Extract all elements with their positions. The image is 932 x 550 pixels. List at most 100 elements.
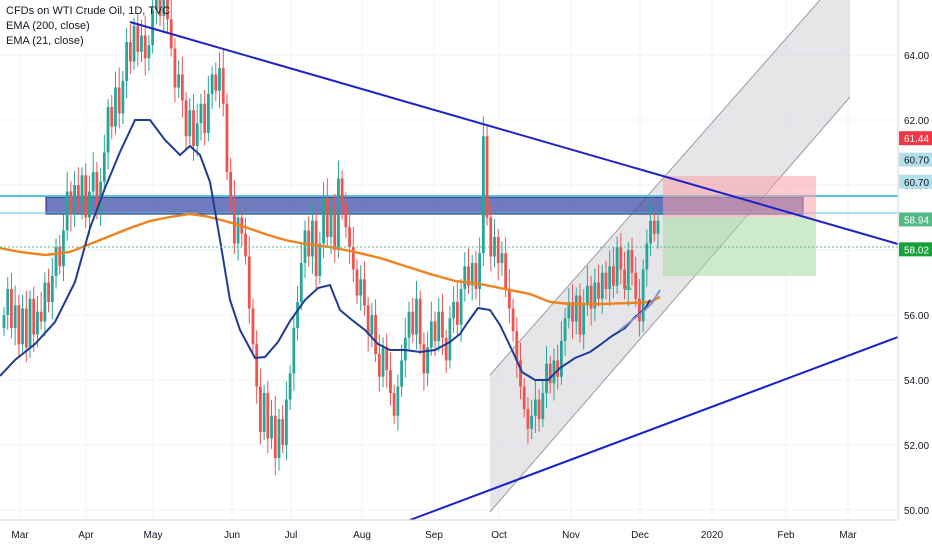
candle-body <box>392 393 396 416</box>
candle-body <box>188 110 192 137</box>
candle-body <box>125 42 129 81</box>
y-tick-label: 52.00 <box>904 441 929 452</box>
candle-body <box>396 386 400 416</box>
candle-body <box>623 269 626 289</box>
candle-body <box>455 302 459 325</box>
candle-body <box>318 243 322 276</box>
candle-body <box>121 81 125 114</box>
candle-body <box>559 341 563 377</box>
x-tick-label: Nov <box>562 530 580 541</box>
candle-body <box>437 311 441 341</box>
candle-body <box>537 399 541 419</box>
candle-body <box>563 318 567 341</box>
candle-body <box>143 35 147 59</box>
candle-body <box>452 302 456 319</box>
candle-body <box>177 74 181 88</box>
ema-21-line-recent <box>619 289 661 331</box>
descending-trendline <box>129 21 899 245</box>
candle-body <box>496 237 500 263</box>
candle-body <box>619 246 623 270</box>
candle-body <box>296 302 299 328</box>
candle-body <box>229 172 233 198</box>
x-axis[interactable]: Mar Apr May Jun Jul Aug Sep Oct Nov Dec 2020 Feb Mar <box>11 530 857 541</box>
candle-body <box>463 266 467 289</box>
candle-body <box>638 298 641 322</box>
legend-title[interactable]: CFDs on WTI Crude Oil, 1D, TVC <box>6 5 171 17</box>
candle-body <box>337 178 340 250</box>
x-tick-label: Jul <box>285 530 298 541</box>
candle-body <box>485 136 489 218</box>
candle-body <box>151 9 155 46</box>
candle-body <box>69 191 73 215</box>
legend-ema-21[interactable]: EMA (21, close) <box>6 35 84 47</box>
candle-body <box>467 266 470 286</box>
candle-body <box>73 185 77 215</box>
candle-body <box>158 0 162 16</box>
candle-body <box>270 415 273 439</box>
candle-body <box>244 233 247 257</box>
x-tick-label: Feb <box>777 530 795 541</box>
candle-body <box>54 246 58 276</box>
marker-triangle-icon <box>624 283 632 290</box>
x-tick-label: Mar <box>11 530 29 541</box>
candle-body <box>2 315 6 328</box>
candle-body <box>184 100 188 137</box>
candle-body <box>311 220 314 257</box>
candle-body <box>630 250 634 273</box>
candle-body <box>571 302 574 322</box>
candle-body <box>511 308 515 332</box>
y-axis[interactable]: 66.0064.0062.0060.0058.0056.0054.0052.00… <box>904 0 929 517</box>
candle-body <box>556 360 560 377</box>
candle-body <box>136 25 140 52</box>
y-tick-label: 56.00 <box>904 311 929 322</box>
candle-body <box>258 386 262 432</box>
candle-body <box>370 315 374 335</box>
candle-body <box>99 181 103 211</box>
candle-body <box>645 243 649 270</box>
candle-body <box>192 110 195 146</box>
candle-body <box>608 266 612 289</box>
candle-body <box>552 360 556 384</box>
candle-body <box>210 74 214 94</box>
chart-legend: CFDs on WTI Crude Oil, 1D, TVC EMA (200,… <box>6 4 170 49</box>
candle-body <box>474 263 478 289</box>
x-tick-label: Dec <box>631 530 649 541</box>
candle-body <box>500 253 504 263</box>
candle-body <box>43 282 47 322</box>
x-tick-label: Oct <box>491 530 507 541</box>
candle-body <box>262 393 266 432</box>
candle-body <box>615 246 619 286</box>
candle-body <box>530 415 534 429</box>
candle-body <box>526 409 530 429</box>
price-tag <box>899 174 932 189</box>
candle-body <box>102 152 106 182</box>
candle-body <box>314 220 318 276</box>
x-tick-label: Apr <box>78 530 94 541</box>
price-tag <box>899 131 932 146</box>
candle-body <box>418 298 422 345</box>
candle-body <box>10 289 13 328</box>
candle-body <box>247 256 251 309</box>
candle-body <box>545 363 548 393</box>
candle-body <box>154 0 158 10</box>
candle-body <box>36 311 39 335</box>
candle-body <box>255 344 259 387</box>
candle-body <box>84 175 88 218</box>
candle-body <box>95 172 99 211</box>
candle-body <box>533 399 537 416</box>
candle-body <box>114 87 117 127</box>
candle-body <box>634 272 638 299</box>
candle-body <box>65 191 69 231</box>
x-tick-label: May <box>144 530 163 541</box>
candle-body <box>600 272 604 299</box>
candle-body <box>273 415 277 458</box>
candle-body <box>47 282 50 302</box>
price-tags: 61.44 60.70 60.70 58.94 58.02 <box>899 131 932 257</box>
candle-body <box>147 45 151 59</box>
candle-body <box>470 263 474 286</box>
candle-body <box>355 269 359 296</box>
candles <box>2 0 660 476</box>
candle-body <box>299 263 303 302</box>
legend-ema-200[interactable]: EMA (200, close) <box>6 20 90 32</box>
